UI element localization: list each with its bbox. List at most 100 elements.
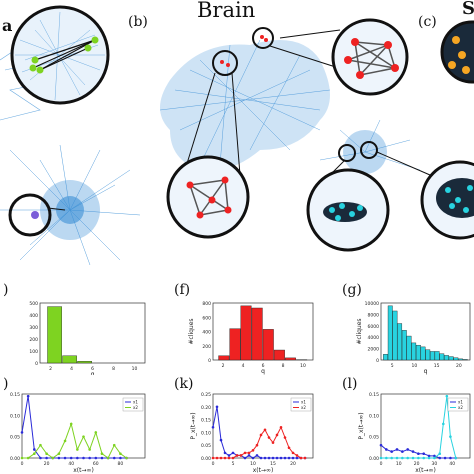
- series-point-x2: [251, 449, 255, 452]
- series-point-x2: [57, 452, 61, 456]
- x-tick-label: 2: [49, 366, 52, 372]
- x-tick-label: 8: [112, 366, 115, 372]
- histogram-e: 0 100 200 300 400 500 2 4 6 8 10 q: [29, 301, 146, 375]
- series-point-x2: [215, 456, 219, 460]
- panel-label-k: (k): [174, 376, 194, 392]
- bar-11: [420, 346, 426, 361]
- y-axis-label: #cliques: [188, 318, 195, 344]
- series-line-x2: [22, 422, 127, 459]
- series-line-x2: [381, 396, 457, 459]
- series-point-x1: [63, 456, 67, 460]
- bar-16: [444, 355, 449, 361]
- series-point-x2: [33, 452, 36, 456]
- series-point-x1: [112, 456, 116, 460]
- bar-20: [462, 359, 468, 361]
- x-tick-label: 40: [68, 461, 74, 467]
- legend-label: x2: [133, 405, 138, 410]
- series-point-x2: [303, 456, 307, 460]
- series-point-x2: [227, 456, 231, 460]
- network-b: [159, 39, 331, 171]
- series-point-x2: [239, 454, 243, 457]
- panel-label-c: (c): [418, 14, 437, 30]
- x-tick-label: 0: [380, 461, 383, 467]
- series-point-x2: [433, 456, 436, 460]
- series-point-x2: [82, 435, 85, 438]
- panel-label-s: S: [462, 0, 474, 19]
- line-chart-k: 0.00 0.05 0.10 0.15 0.20 0.25 0 5 10 15 20 x(t→∞) P_…: [190, 392, 314, 474]
- series-point-x2: [279, 425, 283, 429]
- series-point-x2: [211, 456, 215, 460]
- zoom-circle-b-bottom: [166, 155, 250, 239]
- series-point-x2: [45, 452, 48, 456]
- y-tick-label: 200: [29, 337, 38, 343]
- y-tick-label: 0.05: [10, 435, 20, 441]
- y-tick-label: 0.15: [10, 392, 20, 398]
- series-point-x1: [247, 454, 251, 457]
- network-c: [319, 119, 431, 186]
- series-point-x2: [259, 433, 263, 437]
- series-point-x1: [26, 394, 30, 398]
- bar-4: [77, 360, 92, 364]
- series-point-x2: [271, 441, 275, 444]
- x-tick-label: 6: [262, 363, 265, 369]
- series-point-x1: [76, 456, 79, 460]
- zoom-circle-b1: [212, 50, 238, 76]
- zoom-circle-c-orange: [440, 20, 474, 84]
- legend-label: x2: [301, 405, 306, 410]
- panel-label-b: (b): [128, 14, 148, 30]
- y-tick-label: 800: [202, 301, 211, 307]
- bar-13: [429, 351, 435, 361]
- bar-5: [251, 307, 263, 361]
- series-point-x2: [223, 456, 227, 460]
- x-axis-label: x(t→∞): [415, 467, 436, 474]
- legend-label: x1: [458, 400, 463, 405]
- series-point-x1: [411, 450, 415, 453]
- series-point-x1: [427, 454, 431, 458]
- series-point-x2: [291, 451, 295, 455]
- bar-5: [392, 310, 398, 361]
- bar-17: [448, 356, 454, 361]
- series-point-x1: [291, 456, 295, 460]
- bar-7: [273, 349, 285, 361]
- x-tick-label: 60: [93, 461, 99, 467]
- bar-10: [415, 344, 421, 361]
- bar-7: [401, 330, 407, 361]
- x-tick-label: 20: [414, 461, 420, 467]
- panel-label-l: (l): [342, 376, 358, 392]
- series-point-x2: [406, 456, 409, 460]
- y-tick-label: 0.20: [201, 405, 211, 411]
- series-point-x1: [279, 456, 283, 460]
- series-point-x1: [449, 456, 452, 460]
- series-point-x1: [283, 456, 287, 460]
- y-tick-label: 0.05: [201, 443, 211, 449]
- x-axis-label: q: [261, 368, 265, 375]
- bar-8: [285, 357, 296, 361]
- series-point-x1: [119, 456, 122, 460]
- y-tick-label: 500: [29, 301, 38, 307]
- series-point-x1: [39, 456, 42, 460]
- plot-frame: [39, 302, 146, 364]
- legend-label: x1: [133, 400, 138, 405]
- x-tick-label: 20: [456, 363, 462, 369]
- y-tick-label: 0.10: [369, 413, 379, 419]
- series-point-x1: [215, 405, 219, 409]
- series-point-x1: [395, 448, 399, 451]
- x-tick-label: 2: [222, 363, 225, 369]
- series-point-x2: [125, 456, 128, 460]
- series-point-x2: [235, 454, 239, 457]
- series-point-x1: [219, 438, 223, 442]
- series-point-x1: [443, 456, 447, 460]
- x-tick-label: 5: [391, 363, 394, 369]
- x-axis-label: q: [424, 368, 428, 375]
- series-point-x1: [88, 456, 91, 460]
- x-tick-label: 10: [412, 363, 418, 369]
- y-axis-label: P_x(t→∞): [358, 412, 365, 439]
- x-tick-label: 8: [282, 363, 285, 369]
- series-point-x1: [379, 443, 383, 447]
- bar-6: [397, 323, 403, 361]
- y-tick-label: 8000: [368, 312, 380, 318]
- series-point-x2: [267, 436, 271, 439]
- series-point-x2: [263, 428, 267, 432]
- series-point-x2: [247, 451, 251, 455]
- series-point-x2: [20, 456, 24, 460]
